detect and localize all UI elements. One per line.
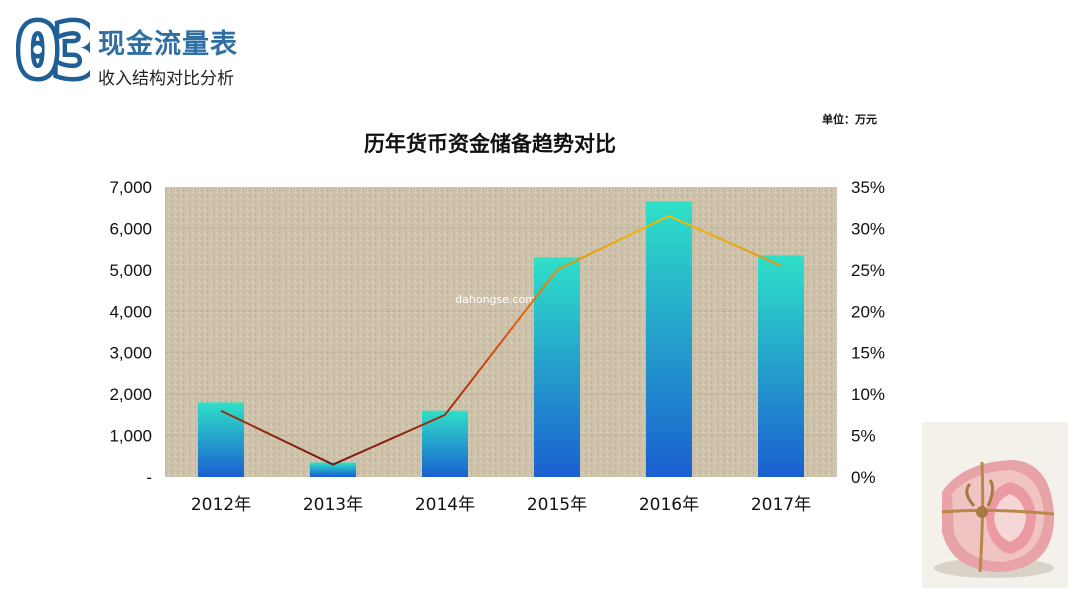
chart-title: 历年货币资金储备趋势对比 xyxy=(364,132,616,156)
x-tick-label: 2012年 xyxy=(191,495,251,515)
y-left-tick-label: 7,000 xyxy=(109,178,152,197)
plot-area xyxy=(165,187,837,477)
y-left-tick-label: 2,000 xyxy=(109,385,152,404)
y-right-tick-label: 20% xyxy=(851,302,885,321)
trend-line xyxy=(220,214,782,466)
bar-2015年 xyxy=(534,257,580,477)
x-tick-label: 2013年 xyxy=(303,495,363,515)
x-tick-label: 2015年 xyxy=(527,495,587,515)
y-left-tick-label: - xyxy=(146,468,152,487)
bar-2016年 xyxy=(646,201,692,477)
unit-label: 单位：万元 xyxy=(822,113,877,126)
x-tick-label: 2016年 xyxy=(639,495,699,515)
y-right-tick-label: 25% xyxy=(851,261,885,280)
bar-2013年 xyxy=(310,462,356,477)
y-right-tick-label: 0% xyxy=(851,468,876,487)
y-left-tick-label: 1,000 xyxy=(109,427,152,446)
y-right-tick-label: 5% xyxy=(851,427,876,446)
x-tick-label: 2014年 xyxy=(415,495,475,515)
bar-2017年 xyxy=(758,255,804,477)
bar-2014年 xyxy=(422,410,468,477)
y-left-tick-label: 6,000 xyxy=(109,219,152,238)
page-subtitle: 收入结构对比分析 xyxy=(98,69,234,89)
y-right-tick-label: 35% xyxy=(851,178,885,197)
page-title: 现金流量表 xyxy=(98,29,238,60)
y-left-tick-label: 3,000 xyxy=(109,344,152,363)
x-tick-label: 2017年 xyxy=(751,495,811,515)
y-left-tick-label: 5,000 xyxy=(109,261,152,280)
bar-2012年 xyxy=(198,402,244,477)
y-right-tick-label: 30% xyxy=(851,219,885,238)
svg-text:03: 03 xyxy=(16,16,90,82)
watermark-text: dahongse.com xyxy=(455,293,536,306)
y-right-tick-label: 10% xyxy=(851,385,885,404)
section-number-graphic: 03 xyxy=(16,16,90,82)
y-right-tick-label: 15% xyxy=(851,344,885,363)
y-left-tick-label: 4,000 xyxy=(109,302,152,321)
rolled-banknotes-image xyxy=(922,422,1068,588)
section-number: 03 xyxy=(16,16,90,82)
